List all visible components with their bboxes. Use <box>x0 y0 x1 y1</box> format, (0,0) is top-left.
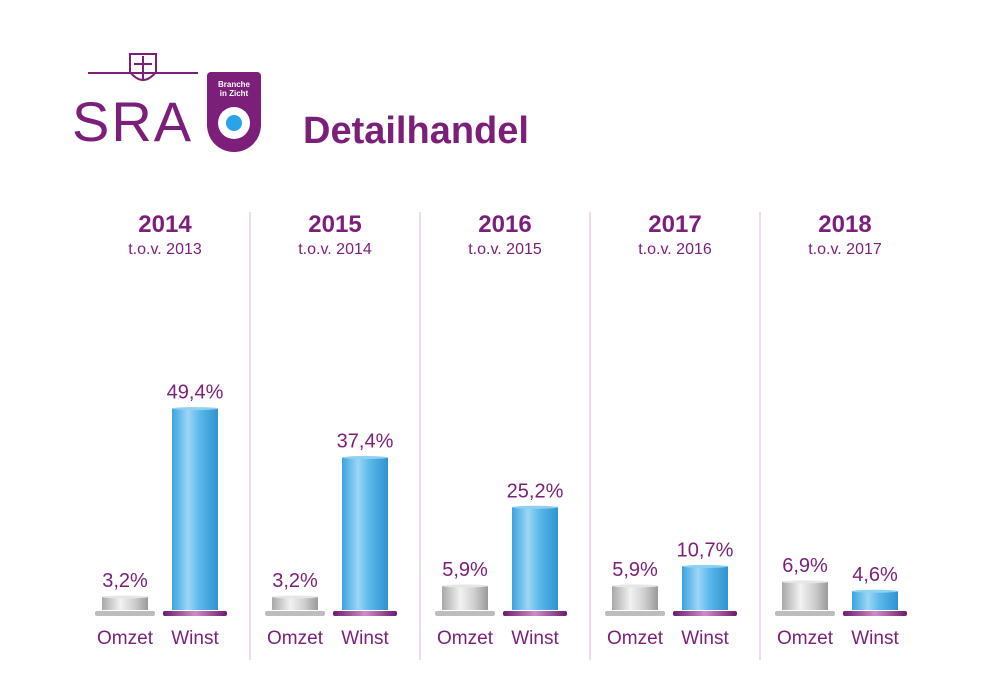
omzet-base <box>95 611 155 616</box>
bar-value-label: 5,9% <box>612 559 658 581</box>
winst-base <box>163 611 227 616</box>
badge-text: Branche in Zicht <box>207 80 261 98</box>
bar-top <box>682 564 728 568</box>
category-label: Winst <box>341 628 389 649</box>
badge-dot-icon <box>226 115 242 131</box>
group-year-label: 2018 <box>818 211 871 238</box>
bar-top <box>782 580 828 584</box>
bar-value-label: 4,6% <box>852 564 898 586</box>
group-subtitle-label: t.o.v. 2013 <box>128 241 202 258</box>
branche-badge: Branche in Zicht <box>207 72 261 152</box>
category-label: Omzet <box>97 628 154 649</box>
omzet-base <box>435 611 495 616</box>
category-label: Omzet <box>267 628 324 649</box>
page-title: Detailhandel <box>303 110 529 152</box>
omzet-bar <box>782 581 828 610</box>
category-label: Winst <box>681 628 729 649</box>
winst-bar <box>512 507 558 610</box>
bar-value-label: 37,4% <box>337 431 394 453</box>
badge-line-2: in Zicht <box>219 89 249 98</box>
winst-base <box>843 611 907 616</box>
category-label: Winst <box>511 628 559 649</box>
omzet-bar <box>442 585 488 610</box>
category-label: Winst <box>851 628 899 649</box>
bar-value-label: 25,2% <box>507 480 564 502</box>
bar-top <box>172 407 218 411</box>
category-label: Omzet <box>777 628 834 649</box>
winst-bar <box>682 566 728 610</box>
winst-base <box>333 611 397 616</box>
group-subtitle-label: t.o.v. 2016 <box>638 241 712 258</box>
group-subtitle-label: t.o.v. 2014 <box>298 241 372 258</box>
bar-top <box>852 589 898 593</box>
bar-top <box>442 584 488 588</box>
sra-emblem-icon <box>88 53 198 81</box>
bar-value-label: 10,7% <box>677 539 734 561</box>
badge-line-1: Branche <box>217 80 250 89</box>
bar-top <box>272 595 318 599</box>
omzet-bar <box>272 596 318 610</box>
bar-top <box>612 584 658 588</box>
category-label: Omzet <box>437 628 494 649</box>
bar-top <box>512 505 558 509</box>
winst-bar <box>852 591 898 610</box>
omzet-bar <box>612 585 658 610</box>
bar-top <box>342 456 388 460</box>
group-subtitle-label: t.o.v. 2015 <box>468 241 542 258</box>
group-year-label: 2016 <box>478 211 531 238</box>
group-year-label: 2015 <box>308 211 361 238</box>
winst-base <box>503 611 567 616</box>
category-label: Winst <box>171 628 219 649</box>
winst-base <box>673 611 737 616</box>
bar-value-label: 6,9% <box>782 555 828 577</box>
omzet-base <box>265 611 325 616</box>
omzet-bar <box>102 596 148 610</box>
bar-value-label: 49,4% <box>167 382 224 404</box>
omzet-base <box>605 611 665 616</box>
bar-value-label: 5,9% <box>442 559 488 581</box>
group-subtitle-label: t.o.v. 2017 <box>808 241 882 258</box>
bar-value-label: 3,2% <box>102 570 148 592</box>
omzet-base <box>775 611 835 616</box>
category-label: Omzet <box>607 628 664 649</box>
bar-top <box>102 595 148 599</box>
bar-value-label: 3,2% <box>272 570 318 592</box>
winst-bar <box>172 408 218 610</box>
group-year-label: 2014 <box>138 211 192 238</box>
winst-bar <box>342 457 388 610</box>
logo-text: SRA <box>72 90 194 153</box>
sra-logo: SRA Branche in Zicht <box>60 40 280 160</box>
group-year-label: 2017 <box>648 211 701 238</box>
